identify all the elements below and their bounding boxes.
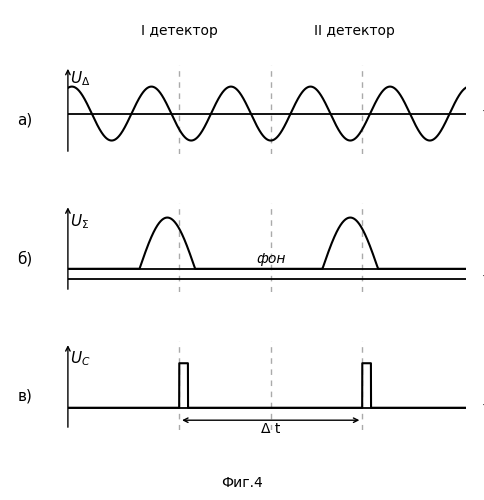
Text: t: t [481, 272, 484, 285]
Text: фон: фон [256, 252, 285, 266]
Text: t: t [481, 106, 484, 120]
Text: $U_C$: $U_C$ [70, 349, 90, 368]
Text: в): в) [17, 388, 32, 404]
Text: Фиг.4: Фиг.4 [221, 476, 263, 490]
Text: $U_\Delta$: $U_\Delta$ [70, 69, 90, 87]
Text: I детектор: I детектор [141, 24, 217, 38]
Text: Δ t: Δ t [260, 422, 280, 436]
Text: $U_\Sigma$: $U_\Sigma$ [70, 212, 89, 231]
Text: а): а) [17, 112, 32, 128]
Text: б): б) [17, 250, 32, 266]
Text: II детектор: II детектор [313, 24, 393, 38]
Text: t: t [481, 400, 484, 414]
